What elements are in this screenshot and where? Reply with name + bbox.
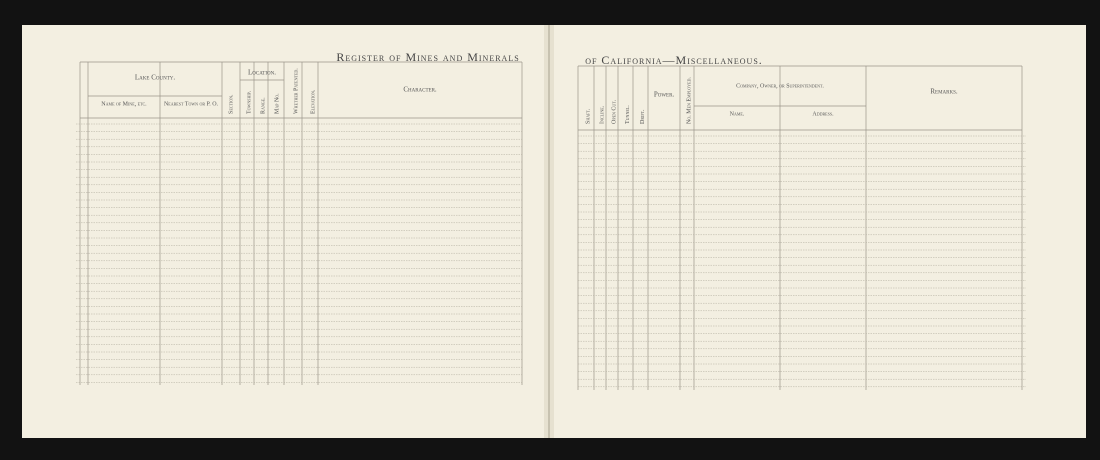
running-head: Register of Mines and Minerals <box>336 50 519 64</box>
header-label: Location. <box>248 69 276 77</box>
header-label: No. Men Employed. <box>686 77 692 124</box>
header-label: Township. <box>246 90 252 114</box>
header-label: Name of Mine, etc. <box>101 101 147 107</box>
header-label: Whether Patented. <box>293 68 299 114</box>
header-label: Name. <box>730 111 745 117</box>
header-label: Elevation. <box>310 89 316 114</box>
header-label: Shaft. <box>585 108 591 124</box>
header-label: Nearest Town or P. O. <box>164 101 219 107</box>
header-label: Map No. <box>274 93 280 114</box>
header-label: Remarks. <box>930 88 958 96</box>
header-label: Address. <box>812 111 834 117</box>
header-label: Power. <box>654 91 675 99</box>
header-label: Company, Owner, or Superintendent. <box>736 83 824 89</box>
header-label: Tunnel. <box>625 105 631 124</box>
header-label: Section. <box>228 94 234 114</box>
header-label: Drift. <box>640 109 646 124</box>
header-label: Lake County. <box>135 74 175 82</box>
header-label: Range. <box>260 97 266 114</box>
running-head: of California—Miscellaneous. <box>585 53 763 67</box>
header-label: Character. <box>403 86 437 94</box>
header-label: Incline. <box>599 105 605 124</box>
header-label: Open Cut. <box>611 99 617 124</box>
